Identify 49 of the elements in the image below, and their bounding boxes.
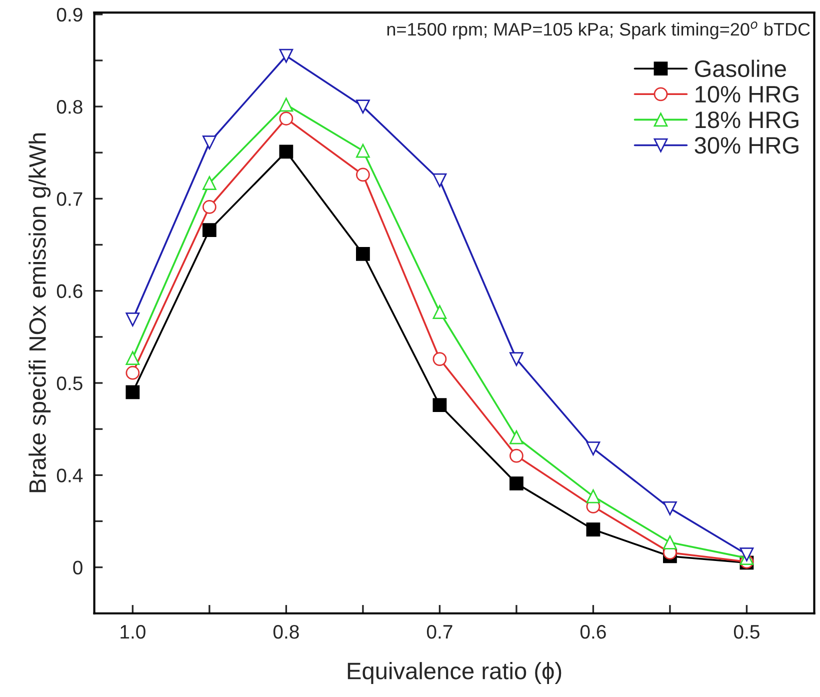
y-tick-label: 0 [73,560,82,575]
legend-label: Gasoline [695,60,786,78]
point [126,312,140,326]
point [510,448,524,463]
legend-label: 30% HRG [694,137,798,154]
point [432,305,447,319]
point [586,522,600,536]
point [279,112,294,126]
point [279,144,294,159]
point [663,501,677,516]
point [202,200,216,214]
point [126,385,140,400]
point [510,476,524,490]
x-tick-label: 0.7 [426,624,452,639]
point [202,136,216,150]
point [510,430,524,444]
y-tick-label: 0.4 [56,468,83,482]
y-axis-title: Brake specifi NOx emission g/kWh [28,133,51,492]
point [202,223,216,237]
point [432,173,447,188]
x-tick-label: 0.6 [580,624,606,639]
point [432,398,447,412]
legend-label: 10% HRG [696,86,798,103]
y-tick-label: 0.8 [56,100,82,114]
y-tick-label: 0.7 [56,192,82,206]
point [356,168,370,182]
y-tick-label: 0.5 [56,376,82,390]
point [279,98,294,112]
legend-label: 18% HRG [696,111,798,128]
y-tick-label: 0.6 [56,284,82,298]
annotation: n=1500 rpm; MAP=105 kPa; Spark timing=20$^{o}$ bTDC [387,22,810,40]
point [510,352,524,366]
x-axis-title: Equivalence ratio (ϕ) [348,662,562,684]
point [586,441,600,456]
point [432,352,447,366]
x-tick-label: 0.8 [273,624,299,639]
point [202,176,216,190]
y-tick-label: 0.9 [56,8,82,22]
point [586,489,600,504]
x-tick-label: 1.0 [120,624,146,639]
point [279,48,294,63]
point [126,351,140,366]
point [356,100,370,114]
point [356,247,370,261]
point [356,144,370,158]
point [126,366,140,380]
x-tick-label: 0.5 [734,624,760,639]
point [663,535,677,550]
point [740,547,754,562]
